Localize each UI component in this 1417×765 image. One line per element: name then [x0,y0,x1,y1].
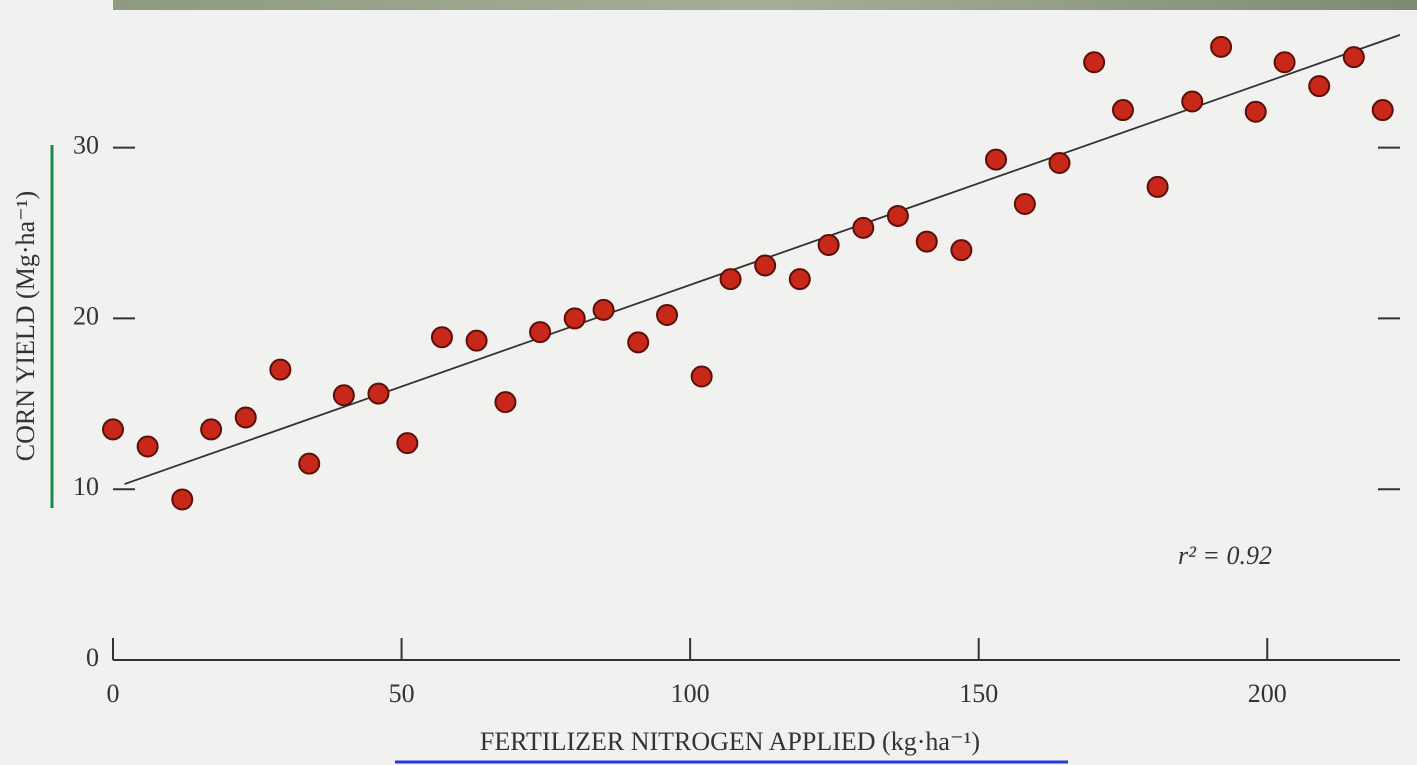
data-point [430,326,453,349]
data-point [1244,100,1267,123]
data-point [788,268,811,291]
data-point [298,452,321,475]
data-point [592,298,615,321]
data-point [396,432,419,455]
data-point [465,329,488,352]
data-point [690,365,713,388]
data-point [915,230,938,253]
y-tick-label: 10 [73,472,99,501]
data-point [1342,46,1365,69]
data-point [1181,90,1204,113]
x-tick-label: 50 [389,679,415,708]
data-point [1111,99,1134,122]
data-point [1013,192,1036,215]
x-tick-label: 100 [671,679,710,708]
data-point [719,268,742,291]
x-tick-label: 0 [107,679,120,708]
data-point [627,331,650,354]
y-tick-label: 0 [86,643,99,672]
data-point [529,321,552,344]
data-point [1048,152,1071,175]
y-axis-label: CORN YIELD (Mg·ha⁻¹) [11,191,40,461]
data-point [1210,35,1233,58]
data-point [1371,99,1394,122]
data-point [1273,51,1296,74]
data-point [1146,175,1169,198]
data-point [563,307,586,330]
data-point [754,254,777,277]
data-point [200,418,223,441]
data-point [950,239,973,262]
data-point [852,216,875,239]
data-point [886,204,909,227]
data-point [367,382,390,405]
data-point [985,148,1008,171]
data-point [102,418,124,441]
annotation: r² = 0.92 [1178,541,1272,570]
data-point [332,384,355,407]
data-point [1308,75,1331,98]
y-tick-label: 20 [73,301,99,330]
x-axis-label: FERTILIZER NITROGEN APPLIED (kg·ha⁻¹) [480,727,980,756]
data-point [136,435,159,458]
data-point [234,406,257,429]
data-point [171,488,194,511]
data-point [269,358,292,381]
data-point [1083,51,1106,74]
data-point [656,304,679,327]
photo-strip [113,0,1417,10]
y-tick-label: 30 [73,131,99,160]
data-point [494,391,517,414]
data-point [817,233,840,256]
x-tick-label: 200 [1248,679,1287,708]
x-tick-label: 150 [959,679,998,708]
